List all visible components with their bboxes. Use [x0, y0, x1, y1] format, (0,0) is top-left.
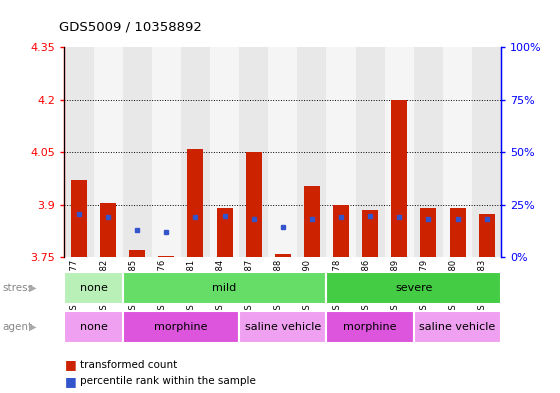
Text: stress: stress [3, 283, 34, 293]
Text: none: none [80, 322, 108, 332]
Bar [479, 214, 494, 257]
Bar [100, 203, 116, 257]
Bar [356, 47, 385, 257]
Bar [123, 47, 152, 257]
Bar [326, 272, 501, 304]
Bar [152, 47, 181, 257]
Bar [385, 47, 414, 257]
Text: saline vehicle: saline vehicle [419, 322, 496, 332]
Bar [333, 205, 349, 257]
Bar [64, 311, 123, 343]
Text: none: none [80, 283, 108, 293]
Text: percentile rank within the sample: percentile rank within the sample [80, 376, 256, 386]
Bar [158, 256, 174, 257]
Bar [188, 149, 203, 257]
Text: ▶: ▶ [29, 283, 36, 293]
Bar [239, 311, 326, 343]
Text: transformed count: transformed count [80, 360, 178, 370]
Bar [443, 47, 472, 257]
Text: ■: ■ [64, 375, 76, 388]
Bar [268, 47, 297, 257]
Bar [391, 100, 407, 257]
Bar [326, 47, 356, 257]
Bar [414, 47, 443, 257]
Text: ▶: ▶ [29, 322, 36, 332]
Bar [123, 272, 326, 304]
Text: severe: severe [395, 283, 432, 293]
Bar [304, 185, 320, 257]
Text: morphine: morphine [343, 322, 397, 332]
Text: morphine: morphine [154, 322, 208, 332]
Bar [472, 47, 501, 257]
Bar [239, 47, 268, 257]
Text: mild: mild [212, 283, 237, 293]
Bar [362, 210, 378, 257]
Bar [71, 180, 87, 257]
Bar [210, 47, 239, 257]
Bar [123, 311, 239, 343]
Text: GDS5009 / 10358892: GDS5009 / 10358892 [59, 20, 202, 33]
Text: agent: agent [3, 322, 33, 332]
Text: saline vehicle: saline vehicle [245, 322, 321, 332]
Bar [326, 311, 414, 343]
Bar [94, 47, 123, 257]
Bar [64, 272, 123, 304]
Bar [414, 311, 501, 343]
Bar [275, 254, 291, 257]
Bar [450, 208, 465, 257]
Text: ■: ■ [64, 358, 76, 371]
Bar [217, 208, 232, 257]
Bar [246, 152, 262, 257]
Bar [64, 47, 94, 257]
Bar [129, 250, 145, 257]
Bar [421, 208, 436, 257]
Bar [181, 47, 210, 257]
Bar [297, 47, 326, 257]
